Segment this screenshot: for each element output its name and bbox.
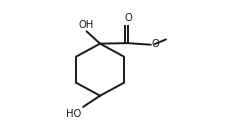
Text: O: O [124,14,132,23]
Text: HO: HO [66,109,81,119]
Text: O: O [151,39,159,49]
Text: OH: OH [78,19,93,30]
